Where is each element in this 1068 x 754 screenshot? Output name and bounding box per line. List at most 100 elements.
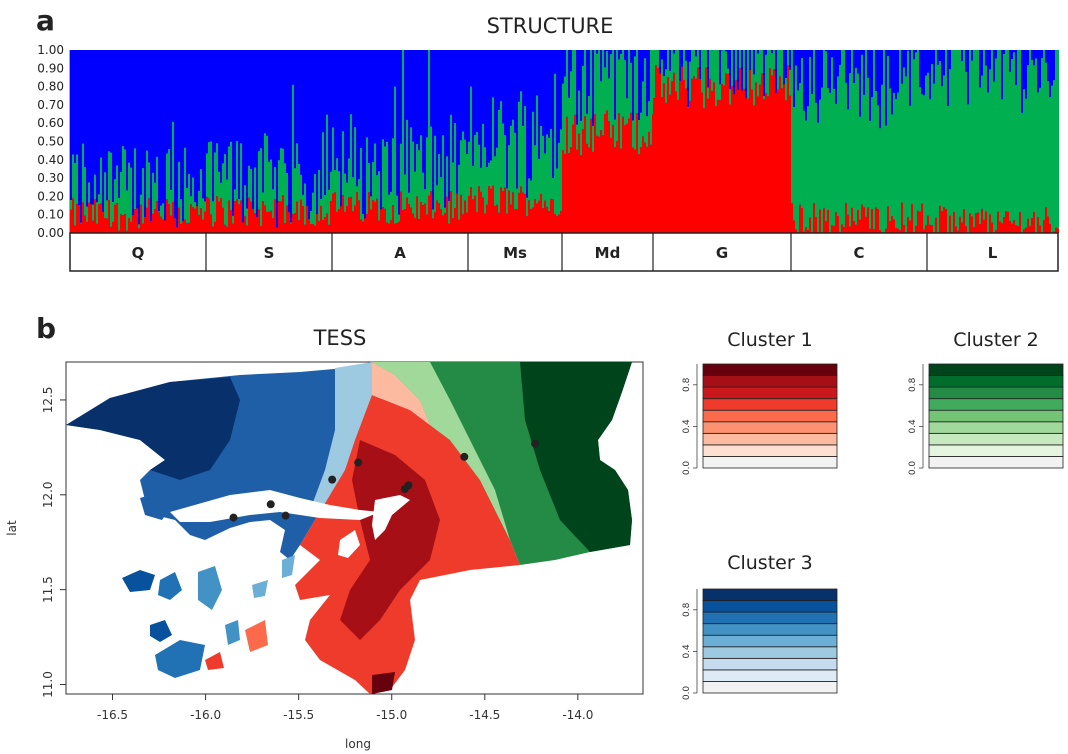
structure-bar-red bbox=[855, 224, 857, 233]
structure-bar-red bbox=[548, 211, 550, 233]
legend-swatch bbox=[928, 375, 1064, 388]
structure-bar-green bbox=[84, 167, 86, 216]
structure-bar-red bbox=[420, 201, 422, 233]
structure-bar-red bbox=[1023, 229, 1025, 233]
structure-bar-red bbox=[226, 226, 228, 233]
land-blue-dark bbox=[66, 377, 240, 480]
structure-bar-red bbox=[737, 89, 739, 233]
structure-bar-red bbox=[699, 79, 701, 234]
x-tick-label: -15.5 bbox=[283, 708, 314, 722]
structure-bar-green bbox=[86, 206, 88, 222]
structure-bar-green bbox=[478, 144, 480, 187]
structure-bar-red bbox=[178, 207, 180, 233]
structure-bar-green bbox=[1013, 52, 1015, 221]
legend-swatch bbox=[702, 409, 838, 423]
structure-bar-green bbox=[644, 58, 646, 143]
structure-bar-green bbox=[558, 142, 560, 215]
structure-bar-red bbox=[853, 221, 855, 233]
structure-bar-green bbox=[414, 171, 416, 218]
structure-bar-red bbox=[765, 93, 767, 233]
structure-bar-red bbox=[200, 208, 202, 233]
structure-bar-red bbox=[745, 98, 747, 233]
structure-bar-green bbox=[128, 162, 130, 219]
structure-bar-green bbox=[1051, 85, 1053, 233]
structure-bar-red bbox=[949, 215, 951, 233]
structure-bar-red bbox=[90, 204, 92, 233]
structure-title: STRUCTURE bbox=[486, 14, 614, 38]
structure-bar-red bbox=[779, 76, 781, 233]
structure-bar-green bbox=[116, 165, 118, 204]
structure-bar-green bbox=[951, 50, 953, 233]
structure-bar-red bbox=[945, 209, 947, 233]
structure-y-tick: 1.00 bbox=[37, 43, 64, 57]
structure-bar-red bbox=[592, 151, 594, 233]
structure-bar-green bbox=[683, 50, 685, 80]
structure-bar-green bbox=[586, 113, 588, 144]
structure-bar-green bbox=[502, 123, 504, 192]
structure-bar-green bbox=[184, 147, 186, 220]
structure-bar-green bbox=[1025, 98, 1027, 228]
structure-bar-green bbox=[282, 148, 284, 196]
structure-bar-red bbox=[340, 206, 342, 233]
structure-bar-red bbox=[574, 114, 576, 233]
structure-bar-green bbox=[210, 141, 212, 215]
structure-bar-red bbox=[1049, 224, 1051, 233]
structure-y-tick: 0.80 bbox=[37, 80, 64, 94]
sample-point bbox=[229, 513, 238, 522]
legend-tick-label: 0.4 bbox=[682, 644, 692, 659]
structure-bar-green bbox=[929, 99, 931, 225]
structure-bar-red bbox=[228, 200, 230, 233]
structure-bar-green bbox=[895, 99, 897, 228]
structure-bar-green bbox=[719, 84, 721, 101]
structure-bar-red bbox=[208, 198, 210, 233]
structure-bar-green bbox=[124, 149, 126, 215]
structure-bar-red bbox=[264, 205, 266, 233]
structure-bar-green bbox=[747, 50, 749, 99]
structure-bar-green bbox=[454, 123, 456, 209]
structure-bar-red bbox=[344, 211, 346, 233]
structure-bar-green bbox=[675, 50, 677, 92]
structure-bar-red bbox=[468, 195, 470, 233]
structure-bar-red bbox=[955, 226, 957, 233]
legend-title: Cluster 2 bbox=[953, 329, 1039, 351]
structure-bar-red bbox=[158, 212, 160, 233]
structure-bar-green bbox=[925, 75, 927, 226]
structure-bar-green bbox=[855, 67, 857, 225]
structure-bar-red bbox=[1001, 223, 1003, 233]
structure-bar-green bbox=[94, 174, 96, 200]
structure-bar-red bbox=[94, 199, 96, 233]
structure-bar-green bbox=[757, 53, 759, 97]
structure-bar-green bbox=[815, 102, 817, 218]
structure-bar-red bbox=[600, 130, 602, 233]
structure-bar-green bbox=[667, 50, 669, 77]
structure-bar-red bbox=[510, 204, 512, 233]
structure-bar-red bbox=[382, 206, 384, 233]
structure-bar-red bbox=[130, 221, 132, 233]
structure-bar-red bbox=[588, 147, 590, 233]
structure-bar-green bbox=[715, 50, 717, 106]
structure-bar-green bbox=[616, 50, 618, 142]
structure-bar-green bbox=[430, 126, 432, 191]
structure-bar-green bbox=[933, 83, 935, 233]
structure-bar-green bbox=[170, 189, 172, 216]
structure-bar-red bbox=[622, 116, 624, 233]
structure-bar-green bbox=[807, 106, 809, 231]
structure-bar-green bbox=[578, 90, 580, 134]
structure-bar-red bbox=[224, 224, 226, 233]
structure-bar-red bbox=[554, 214, 556, 233]
structure-bar-green bbox=[693, 50, 695, 77]
structure-bar-red bbox=[590, 118, 592, 233]
structure-bar-green bbox=[638, 119, 640, 155]
structure-bar-green bbox=[943, 75, 945, 208]
structure-bar-red bbox=[292, 214, 294, 233]
structure-bar-green bbox=[278, 160, 280, 202]
structure-bar-red bbox=[927, 215, 929, 233]
structure-bar-green bbox=[304, 183, 306, 225]
structure-bar-green bbox=[350, 114, 352, 197]
structure-bar-red bbox=[787, 65, 789, 233]
structure-bar-green bbox=[290, 222, 292, 224]
structure-bar-red bbox=[793, 220, 795, 233]
structure-bar-green bbox=[470, 86, 472, 188]
structure-bar-green bbox=[352, 177, 354, 212]
legend-swatch bbox=[702, 588, 838, 601]
